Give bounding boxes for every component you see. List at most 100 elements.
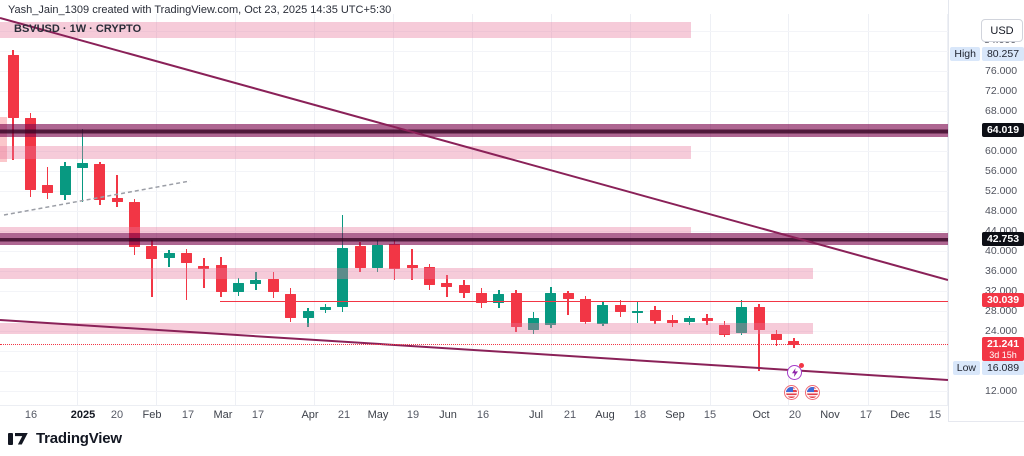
grid-line-horizontal [0, 191, 948, 193]
grid-line-horizontal [0, 91, 948, 93]
lightning-icon [792, 368, 798, 377]
resistance-zone[interactable] [0, 124, 948, 137]
time-axis-label: Sep [665, 409, 685, 421]
time-axis-label: Feb [142, 409, 162, 421]
candlestick [389, 244, 401, 269]
time-axis-label: 20 [110, 409, 124, 421]
tradingview-logo-icon [8, 432, 30, 446]
high-label: High [950, 47, 980, 61]
supply-demand-zone[interactable] [0, 268, 813, 279]
time-axis-label: 18 [633, 409, 647, 421]
flag-icon [786, 387, 797, 398]
low-label: Low [952, 361, 980, 375]
flag-icon [807, 387, 818, 398]
grid-line-horizontal [0, 291, 948, 293]
candlestick [285, 294, 297, 318]
flag-sticker[interactable] [784, 385, 799, 400]
grid-line-horizontal [0, 211, 948, 213]
time-axis-label: Nov [820, 409, 840, 421]
candlestick [649, 309, 661, 321]
price-axis-label: 40.000 [985, 245, 1018, 257]
grid-line-horizontal [0, 351, 948, 353]
time-axis-label: 17 [181, 409, 195, 421]
candlestick [302, 310, 314, 318]
price-axis-label: 24.000 [985, 325, 1018, 337]
candlestick [632, 310, 644, 313]
alert-price-label: 30.039 [982, 293, 1024, 307]
time-axis-label: 21 [563, 409, 577, 421]
candlestick [684, 318, 696, 323]
time-axis-label: Jun [439, 409, 457, 421]
candlestick [562, 293, 574, 300]
time-axis-label: 16 [476, 409, 490, 421]
currency-toggle-button[interactable]: USD [981, 19, 1023, 42]
price-axis-label: 28.000 [985, 305, 1018, 317]
last-price-label: 21.241 3d 15h [982, 337, 1024, 361]
candlestick [476, 293, 487, 303]
candlestick [545, 293, 557, 325]
candlestick [753, 307, 765, 331]
candlestick [510, 293, 522, 327]
candlestick [42, 185, 54, 194]
candle-wick [307, 308, 309, 328]
price-axis-label: 52.000 [985, 185, 1018, 197]
candlestick [233, 282, 245, 292]
price-axis-label: 76.000 [985, 65, 1018, 77]
candlestick [354, 246, 366, 268]
price-axis-label: 68.000 [985, 105, 1018, 117]
candlestick [267, 279, 279, 292]
time-axis-label: 21 [337, 409, 351, 421]
price-level-label: 42.753 [982, 232, 1024, 246]
candlestick [146, 246, 158, 260]
time-axis-label: Jul [528, 409, 544, 421]
candlestick [770, 334, 782, 341]
time-axis-label: Dec [890, 409, 910, 421]
bar-countdown: 3d 15h [989, 350, 1017, 360]
price-axis-label: 36.000 [985, 265, 1018, 277]
grid-line-horizontal [0, 371, 948, 373]
time-axis-label: 2025 [70, 409, 96, 421]
price-axis-label: 60.000 [985, 145, 1018, 157]
lightning-sticker[interactable] [787, 363, 804, 380]
last-price-line[interactable] [0, 344, 948, 345]
candlestick [614, 305, 626, 312]
supply-demand-zone[interactable] [0, 146, 691, 159]
candlestick [701, 318, 713, 322]
time-axis-label: 19 [406, 409, 420, 421]
grid-line-horizontal [0, 251, 948, 253]
grid-line-vertical [314, 14, 315, 405]
flag-sticker[interactable] [805, 385, 820, 400]
supply-demand-zone[interactable] [0, 323, 813, 334]
tradingview-logo[interactable]: TradingView [8, 430, 122, 447]
symbol-title: BSVUSD · 1W · CRYPTO [14, 23, 142, 35]
high-label-value: 80.257 [982, 47, 1024, 61]
candlestick [181, 253, 192, 264]
notification-dot [799, 363, 804, 368]
time-axis[interactable]: 16 2025 20 Feb 17 Mar 17 Apr 21 May 19 Jun 16 Jul 21 Au… [0, 405, 948, 422]
grid-line-horizontal [0, 311, 948, 313]
candlestick [319, 306, 331, 310]
resistance-zone[interactable] [0, 233, 948, 245]
candlestick [7, 55, 19, 119]
candlestick [493, 294, 505, 303]
time-axis-label: May [367, 409, 389, 421]
grid-line-vertical [235, 14, 236, 405]
time-axis-label: 20 [788, 409, 802, 421]
horizontal-price-line[interactable] [220, 301, 948, 302]
time-axis-label: 16 [24, 409, 38, 421]
grid-line-vertical [710, 14, 711, 405]
grid-line-vertical [551, 14, 552, 405]
candlestick [441, 283, 453, 287]
candle-wick [116, 175, 118, 208]
grid-line-horizontal [0, 51, 948, 53]
grid-line-horizontal [0, 391, 948, 393]
candle-wick [46, 167, 49, 200]
candle-wick [567, 291, 569, 316]
candlestick [250, 279, 262, 284]
price-axis[interactable]: 76.000 72.000 68.000 60.000 56.000 52.000 48.0… [948, 0, 1024, 421]
chart-plot-area[interactable] [0, 0, 948, 421]
time-axis-label: 15 [928, 409, 942, 421]
grid-line-vertical [788, 14, 789, 405]
grid-line-horizontal [0, 71, 948, 73]
